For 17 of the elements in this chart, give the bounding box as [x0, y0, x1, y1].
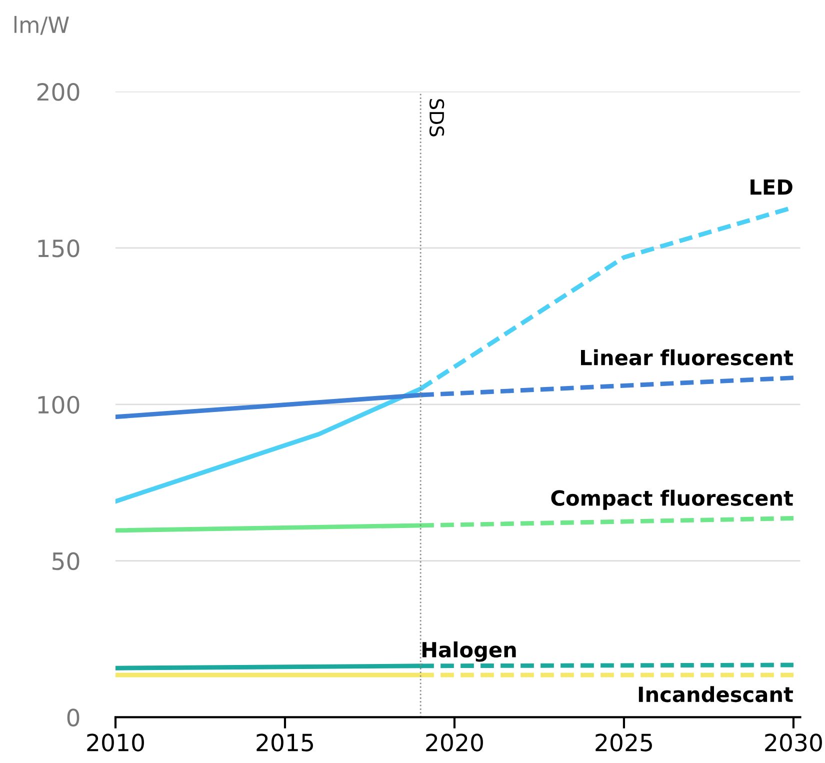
x-tick-label: 2020 — [426, 734, 483, 752]
x-tick-label: 2015 — [256, 734, 313, 752]
series-label: LED — [750, 179, 792, 195]
x-tick-label: 2010 — [87, 734, 144, 752]
x-tick-label: 2025 — [596, 734, 652, 752]
series-label: Incandescant — [638, 686, 793, 702]
y-tick-label: 150 — [38, 239, 80, 258]
series-label: Compact fluorescent — [551, 490, 793, 510]
y-tick-label: 100 — [38, 396, 80, 414]
y-tick-label: 200 — [37, 83, 80, 101]
y-axis-title: lm/W — [14, 16, 69, 35]
series-label: Linear fluorescent — [581, 349, 793, 366]
ref-line-label: SDS — [429, 99, 444, 136]
series-label: Halogen — [422, 641, 516, 662]
x-tick-label: 2030 — [765, 734, 822, 752]
y-tick-label: 0 — [67, 708, 80, 727]
y-tick-label: 50 — [52, 552, 80, 570]
